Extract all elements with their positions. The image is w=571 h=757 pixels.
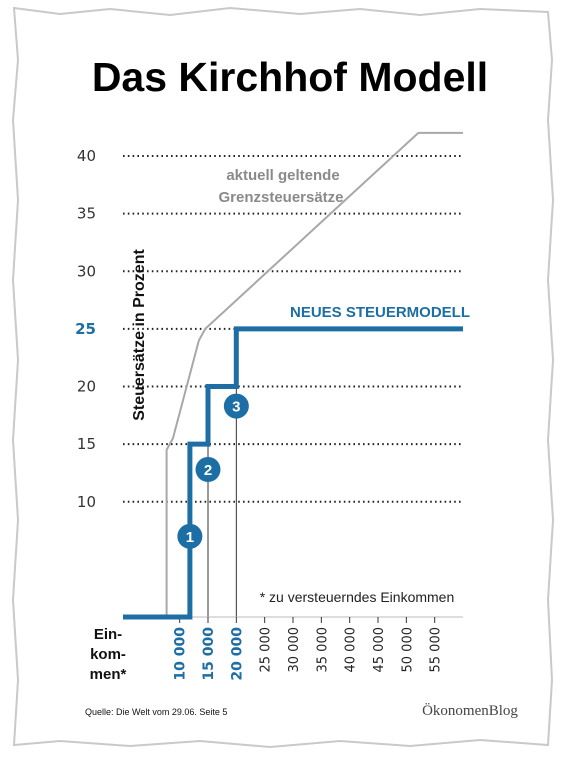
step-markers: 1 2 3 (177, 393, 249, 549)
step-marker-label-3: 3 (232, 399, 240, 416)
series-line-current (123, 131, 463, 618)
brand-logo: ÖkonomenBlog (422, 702, 518, 719)
step-marker-3 (223, 393, 249, 419)
x-tick-55000: 55 000 (429, 627, 444, 673)
x-tick-labels: 10 000 15 000 20 000 25 000 30 000 35 000 40 0… (173, 617, 444, 681)
current-rates-label-line2: Grenzsteuersätze (218, 189, 343, 206)
x-tick-40000: 40 000 (344, 627, 359, 673)
y-tick-35: 35 (77, 205, 96, 223)
y-tick-25: 25 (75, 320, 96, 338)
x-tick-15000: 15 000 (201, 627, 217, 681)
paper-edge (11, 6, 555, 749)
chart-title: Das Kirchhof Modell (92, 54, 488, 100)
y-tick-labels: 10 15 20 25 30 35 40 (75, 147, 96, 511)
y-tick-30: 30 (77, 262, 96, 280)
x-tick-45000: 45 000 (372, 627, 387, 673)
step-marker-label-1: 1 (186, 529, 194, 546)
footnote: * zu versteuerndes Einkommen (260, 589, 455, 605)
y-axis-label: Steuersätze in Prozent (131, 249, 148, 421)
x-axis-label-line3: men* (90, 666, 127, 683)
step-marker-1 (177, 523, 203, 549)
y-tick-15: 15 (77, 435, 96, 453)
x-tick-35000: 35 000 (315, 627, 330, 673)
series-lines (123, 131, 463, 620)
x-tick-50000: 50 000 (400, 627, 415, 673)
y-tick-20: 20 (77, 378, 96, 396)
y-tick-10: 10 (77, 493, 96, 511)
step-marker-2 (195, 456, 221, 482)
step-marker-label-2: 2 (204, 462, 212, 479)
x-tick-25000: 25 000 (259, 627, 274, 673)
x-tick-10000: 10 000 (173, 627, 189, 681)
x-tick-20000: 20 000 (229, 627, 245, 681)
x-tick-30000: 30 000 (287, 627, 302, 673)
source-note: Quelle: Die Welt vom 29.06. Seite 5 (85, 707, 227, 717)
new-model-label: NEUES STEUERMODELL (290, 304, 470, 321)
x-axis-label-line2: kom- (90, 646, 126, 663)
current-rates-label-line1: aktuell geltende (226, 167, 339, 184)
series-line-new-model (123, 326, 463, 620)
y-tick-40: 40 (77, 147, 96, 165)
x-axis-label-line1: Ein- (94, 626, 122, 643)
